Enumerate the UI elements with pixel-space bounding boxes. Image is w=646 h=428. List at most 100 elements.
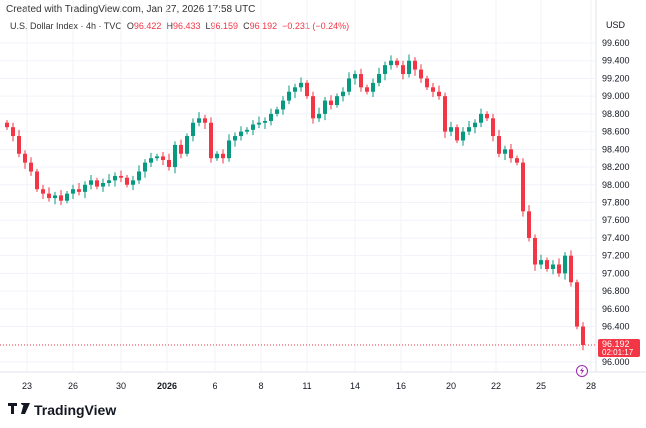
candle-body (287, 91, 291, 101)
candle-body (329, 100, 333, 106)
candle-body (17, 136, 21, 154)
candle-body (149, 158, 153, 163)
candle-body (533, 237, 537, 265)
candle-body (353, 74, 357, 79)
candle-body (47, 193, 51, 199)
candle-body (77, 189, 81, 192)
candle-body (377, 74, 381, 83)
candle-body (83, 184, 87, 192)
y-tick-label: 98.200 (602, 162, 630, 172)
candle-body (245, 129, 249, 132)
candle-body (359, 74, 363, 88)
candle-body (383, 65, 387, 75)
candle-body (473, 122, 477, 128)
y-tick-label: 99.600 (602, 38, 630, 48)
candle-body (167, 159, 171, 168)
y-tick-label: 97.800 (602, 198, 630, 208)
candle-body (131, 180, 135, 185)
candle-body (65, 193, 69, 201)
candle-body (467, 127, 471, 132)
candle-body (455, 127, 459, 141)
candle-body (365, 87, 369, 92)
candle-body (89, 180, 93, 185)
x-tick-label: 2026 (157, 381, 177, 391)
candle-body (491, 118, 495, 137)
candle-body (515, 158, 519, 163)
x-tick-label: 25 (536, 381, 546, 391)
logo-text: TradingView (34, 402, 117, 418)
candle-body (197, 118, 201, 123)
y-tick-label: 96.000 (602, 357, 630, 367)
candle-body (95, 180, 99, 187)
candle-body (41, 189, 45, 194)
candle-body (341, 91, 345, 97)
candle-body (431, 87, 435, 92)
y-tick-label: 98.600 (602, 127, 630, 137)
x-tick-label: 22 (491, 381, 501, 391)
candle-body (35, 171, 39, 190)
candle-body (293, 87, 297, 92)
candle-body (143, 162, 147, 172)
candle-body (101, 183, 105, 187)
candlestick-chart[interactable]: USD 99.600 99.400 99.200 99.000 98.800 98.600 9… (0, 0, 646, 400)
candle-body (275, 109, 279, 114)
y-tick-label: 98.800 (602, 109, 630, 119)
currency-label: USD (606, 20, 626, 30)
x-tick-label: 30 (116, 381, 126, 391)
candle-body (317, 113, 321, 119)
x-tick-label: 8 (258, 381, 263, 391)
candle-body (371, 82, 375, 92)
candle-body (413, 60, 417, 70)
candle-body (509, 149, 513, 159)
candle-body (191, 122, 195, 137)
candle-body (179, 144, 183, 154)
candle-body (527, 211, 531, 238)
lightning-icon (580, 367, 584, 375)
candle-body (239, 131, 243, 137)
candle-body (263, 120, 267, 123)
candle-body (119, 175, 123, 178)
candle-body (155, 156, 159, 159)
y-tick-label: 96.400 (602, 322, 630, 332)
candle-body (215, 153, 219, 159)
candle-body (221, 153, 225, 159)
y-tick-label: 99.200 (602, 73, 630, 83)
ohlc-legend: U.S. Dollar Index · 4h · TVC O96.422 H96… (10, 21, 349, 31)
candle-body (209, 122, 213, 159)
candle-body (23, 153, 27, 163)
symbol-label: U.S. Dollar Index · 4h · TVC (10, 21, 122, 31)
candle-body (5, 122, 9, 128)
candle-body (461, 131, 465, 141)
y-tick-label: 97.200 (602, 251, 630, 261)
x-tick-label: 20 (446, 381, 456, 391)
x-tick-label: 28 (586, 381, 596, 391)
candle-body (251, 124, 255, 130)
countdown-label: 02:01:17 (602, 348, 634, 357)
tv-logo-icon (8, 403, 30, 414)
candle-body (503, 149, 507, 154)
last-price-label: 96.192 (602, 339, 630, 349)
candle-body (269, 113, 273, 121)
x-tick-label: 11 (302, 381, 311, 391)
candle-body (449, 127, 453, 132)
y-tick-label: 96.800 (602, 286, 630, 296)
candle-body (335, 96, 339, 106)
candle-body (137, 171, 141, 181)
y-tick-label: 99.400 (602, 56, 630, 66)
candle-body (485, 113, 489, 119)
candle-body (113, 175, 117, 181)
candle-body (323, 100, 327, 114)
close-label: C (243, 21, 250, 31)
y-tick-label: 99.000 (602, 91, 630, 101)
last-price-box (598, 338, 640, 357)
candle-body (233, 136, 237, 141)
tradingview-logo: TradingView (8, 402, 116, 418)
candle-body (545, 260, 549, 269)
candle-body (551, 264, 555, 269)
open-value: 96.422 (133, 21, 162, 31)
candle-body (11, 127, 15, 137)
candle-body (479, 113, 483, 123)
candle-body (539, 260, 543, 265)
low-value: 96.159 (210, 21, 239, 31)
candle-body (437, 91, 441, 97)
